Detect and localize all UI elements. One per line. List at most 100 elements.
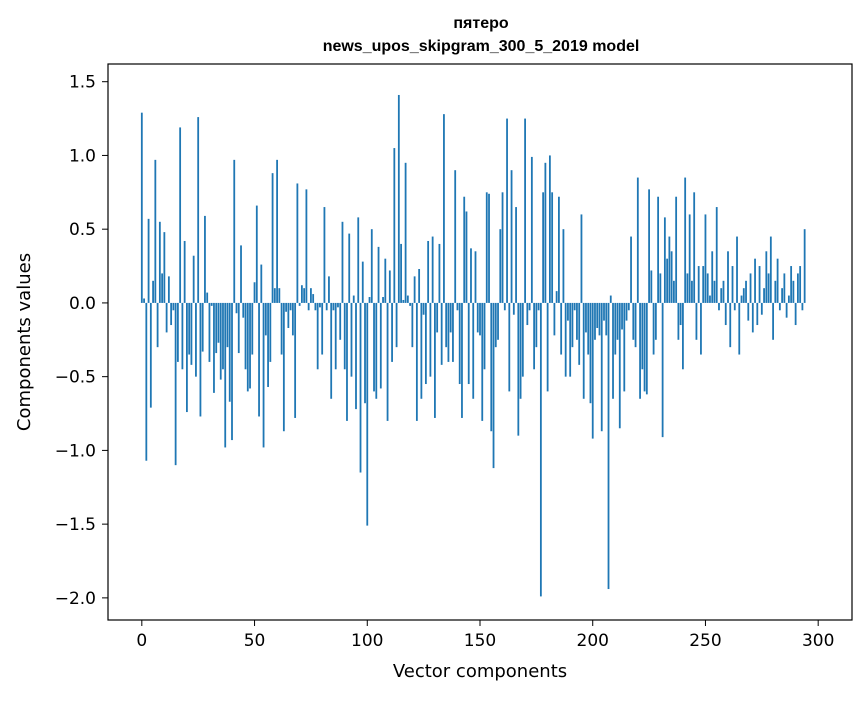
bar [727, 251, 729, 303]
bar [253, 282, 256, 303]
bar [384, 258, 387, 303]
bar [382, 297, 384, 303]
bar [521, 302, 524, 377]
bar [515, 207, 517, 303]
bar [312, 294, 315, 303]
bar [215, 302, 218, 354]
bar [686, 273, 689, 303]
bar [452, 302, 454, 362]
bar [539, 302, 542, 597]
bar [715, 207, 718, 303]
bar [663, 217, 666, 303]
chart-title-line-1: пятеро [453, 15, 509, 32]
bar [596, 302, 599, 328]
bar [709, 295, 711, 303]
bar [296, 183, 299, 303]
bar [443, 114, 445, 303]
bar [228, 302, 231, 402]
bar [641, 302, 644, 370]
bar [264, 302, 267, 336]
bar [650, 270, 653, 303]
x-tick-label: 0 [136, 631, 147, 651]
bar [567, 302, 569, 321]
bar [197, 117, 200, 303]
bar [321, 302, 324, 355]
bar [558, 196, 560, 303]
bar [276, 159, 278, 303]
bar [688, 214, 691, 303]
bar [481, 302, 484, 421]
bar [393, 148, 396, 303]
bar [447, 302, 450, 362]
bar [418, 269, 421, 303]
bar [147, 218, 150, 303]
bar [161, 273, 164, 303]
bar [528, 302, 531, 311]
bar [587, 302, 590, 355]
bar [553, 302, 556, 336]
bar [434, 302, 436, 418]
bar [668, 236, 671, 303]
chart-title-line-2: news_upos_skipgram_300_5_2019 model [323, 38, 640, 55]
bar [778, 302, 781, 311]
bar [307, 302, 310, 311]
bar [156, 302, 159, 348]
bar [226, 302, 229, 348]
bar [591, 302, 594, 439]
bar [431, 236, 434, 303]
bar [424, 302, 427, 385]
bar [598, 302, 601, 336]
bar [675, 196, 678, 303]
bar [607, 302, 610, 590]
bar [616, 302, 619, 340]
bar [300, 285, 303, 303]
bar [328, 276, 330, 303]
bar [492, 302, 495, 469]
bar [242, 302, 245, 318]
x-axis-label: Vector components [393, 661, 567, 682]
bar [361, 261, 364, 303]
bar [152, 280, 154, 303]
bar [652, 302, 655, 355]
bar [476, 302, 479, 333]
x-axis-ticks: 0 50 100 150 200 250 300 [136, 620, 834, 651]
bar [420, 302, 423, 399]
bar [776, 258, 779, 303]
bar [544, 162, 547, 303]
bar [512, 302, 515, 315]
bar-series [140, 94, 806, 597]
bar [339, 302, 342, 340]
bar [682, 302, 684, 370]
bar [406, 295, 409, 303]
bar [510, 170, 513, 303]
bar [359, 302, 362, 473]
bar [402, 299, 405, 303]
bar [594, 302, 596, 340]
bar [499, 229, 502, 303]
bar [319, 302, 321, 308]
bar [625, 302, 628, 321]
bar [386, 302, 389, 421]
bar [273, 288, 276, 303]
bar [429, 302, 432, 377]
bar [235, 302, 238, 314]
bar [251, 302, 254, 355]
x-tick-label: 150 [464, 631, 496, 651]
bar [769, 236, 772, 303]
bar [571, 302, 574, 348]
bar [537, 302, 540, 311]
bar [233, 159, 236, 303]
bar [479, 302, 481, 336]
bar [397, 94, 400, 303]
bar [461, 302, 463, 418]
bar [661, 302, 664, 438]
bar [774, 280, 777, 303]
bar [350, 302, 353, 377]
bar [373, 302, 375, 392]
bar [659, 273, 662, 303]
bar [348, 233, 351, 303]
bar [785, 302, 788, 318]
bar [796, 273, 799, 303]
bar [720, 288, 723, 303]
